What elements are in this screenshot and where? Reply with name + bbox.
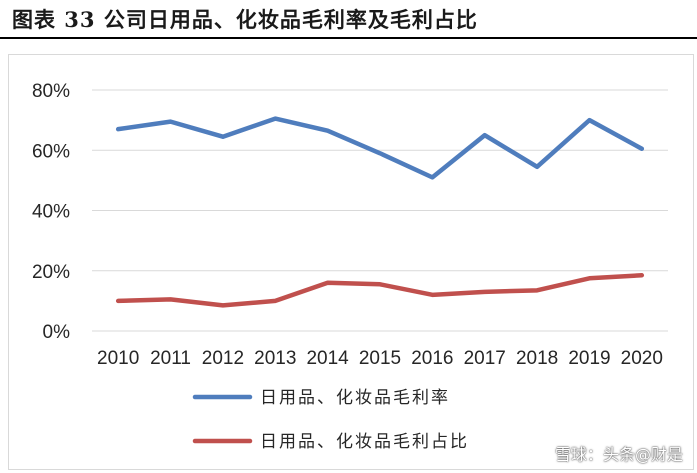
x-tick-label: 2014	[306, 348, 349, 369]
x-tick-label: 2010	[97, 348, 139, 369]
series-lines	[115, 116, 645, 308]
y-tick-label: 80%	[32, 81, 70, 102]
watermark: 雪球：头条@财是	[554, 445, 683, 464]
chart-title: 图表 33 公司日用品、化妆品毛利率及毛利占比	[12, 7, 478, 32]
legend-label: 日用品、化妆品毛利率	[260, 388, 450, 408]
chart-frame	[8, 54, 694, 470]
y-tick-label: 60%	[32, 141, 70, 162]
x-tick-label: 2016	[411, 348, 453, 369]
x-tick-label: 2017	[464, 348, 506, 369]
x-tick-label: 2018	[516, 348, 558, 369]
x-tick-label: 2015	[359, 348, 401, 369]
y-tick-label: 40%	[32, 202, 70, 223]
y-tick-label: 20%	[32, 262, 70, 283]
x-tick-label: 2020	[621, 348, 663, 369]
y-axis-ticks: 0% 20% 40% 60% 80%	[32, 81, 70, 343]
x-tick-label: 2013	[254, 348, 296, 369]
x-axis-ticks: 2010 2011 2012 2013 2014 2015 2016 2017 2018 2019…	[97, 348, 663, 369]
title-bar: 图表 33 公司日用品、化妆品毛利率及毛利占比	[0, 0, 697, 39]
title-divider	[0, 37, 697, 39]
x-tick-label: 2019	[568, 348, 610, 369]
series-line-0	[115, 116, 645, 180]
gridlines	[92, 89, 668, 332]
legend-label: 日用品、化妆品毛利占比	[260, 432, 469, 452]
series-line-1	[115, 273, 645, 308]
x-tick-label: 2012	[202, 348, 244, 369]
y-tick-label: 0%	[43, 322, 71, 343]
x-tick-label: 2011	[150, 348, 191, 369]
